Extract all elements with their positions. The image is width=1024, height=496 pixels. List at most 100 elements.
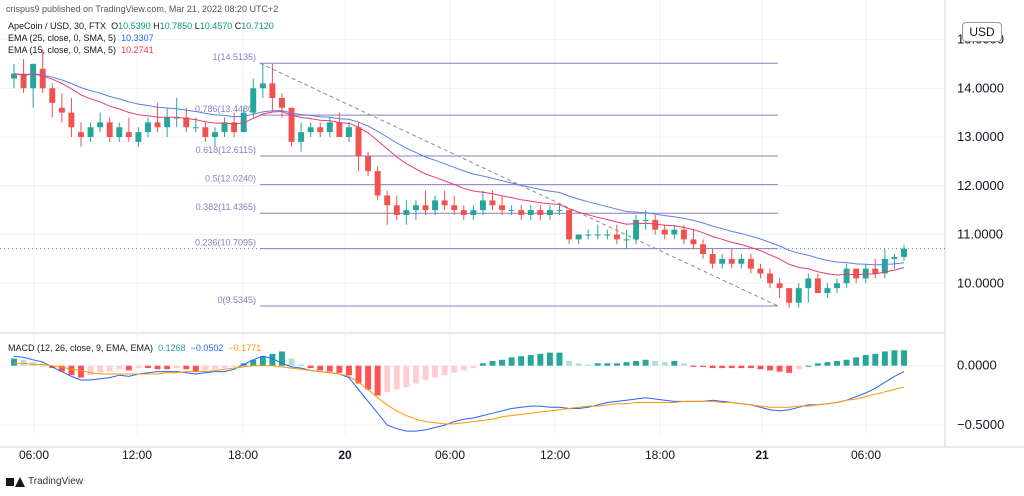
macd-histogram-bar (393, 365, 400, 390)
candle-body (259, 83, 266, 89)
macd-hist-value: 0.1268 (158, 343, 186, 353)
candle-body (135, 132, 142, 142)
macd-histogram-bar (613, 363, 620, 366)
candle-body (288, 107, 295, 142)
macd-histogram-bar (11, 358, 17, 366)
candle-body (556, 210, 563, 212)
macd-histogram-bar (719, 365, 726, 369)
macd-histogram-bar (412, 365, 419, 384)
macd-histogram-bar (20, 359, 27, 366)
macd-histogram-bar (326, 365, 333, 372)
macd-histogram-bar (432, 365, 439, 378)
footer-brand[interactable]: TradingView (6, 476, 83, 487)
candle-body (527, 210, 534, 215)
macd-histogram-bar (642, 359, 649, 366)
macd-histogram-bar (901, 350, 907, 366)
macd-histogram-bar (97, 365, 104, 373)
candle-body (116, 127, 123, 137)
ohlc-row: ApeCoin / USD, 30, FTX O10.5390 H10.7850… (8, 20, 274, 32)
macd-histogram-bar (527, 355, 534, 366)
candle-body (393, 205, 400, 215)
open-label: O (111, 21, 119, 31)
ema15-legend[interactable]: EMA (15, close, 0, SMA, 5) 10.2741 (8, 44, 274, 56)
macd-histogram-bar (623, 362, 630, 366)
symbol-name[interactable]: ApeCoin / USD, 30, FTX (8, 21, 107, 31)
candle-body (594, 234, 601, 236)
candle-body (97, 122, 104, 128)
macd-histogram-bar (202, 365, 209, 371)
candle-body (269, 83, 276, 98)
candle-body (125, 132, 132, 137)
macd-histogram-bar (824, 362, 831, 366)
macd-histogram-bar (738, 365, 745, 369)
macd-histogram-bar (690, 365, 697, 367)
macd-histogram-bar (145, 365, 151, 369)
currency-button[interactable]: USD (962, 22, 1002, 42)
candle-body (317, 127, 324, 133)
ema-lines (13, 73, 905, 276)
fib-level-label: 0(9.5345) (217, 295, 256, 305)
candle-body (814, 278, 821, 293)
y-tick-label: 13.0000 (957, 129, 1004, 144)
candle-body (489, 200, 496, 206)
candle-body (642, 219, 649, 221)
ema25-legend[interactable]: EMA (25, close, 0, SMA, 5) 10.3307 (8, 32, 274, 44)
x-tick-label: 06:00 (851, 448, 881, 462)
macd-histogram-bar (192, 365, 199, 372)
candle-body (671, 229, 678, 235)
candle-body (479, 200, 486, 211)
candle-body (403, 210, 410, 215)
y-tick-label: 12.0000 (957, 178, 1004, 193)
macd-histogram-bar (116, 365, 123, 370)
candle-body (901, 248, 907, 257)
macd-legend[interactable]: MACD (12, 26, close, 9, EMA, EMA) 0.1268… (8, 343, 261, 353)
macd-histogram-bar (508, 357, 515, 366)
macd-histogram-bar (747, 365, 754, 369)
candle-body (164, 117, 171, 128)
macd-histogram-bar (843, 359, 850, 366)
candle-body (460, 210, 467, 215)
published-note: crispus9 published on TradingView.com, M… (6, 4, 279, 14)
candle-body (633, 219, 640, 240)
candle-body (613, 234, 620, 240)
macd-histogram-bar (68, 365, 75, 376)
ema25-value: 10.3307 (121, 33, 154, 43)
candle-body (709, 254, 716, 264)
candle-body (231, 122, 238, 133)
macd-histogram-bar (537, 353, 544, 366)
candle-body (566, 210, 573, 240)
macd-pane (11, 350, 907, 432)
candle-body (499, 205, 506, 211)
candle-body (326, 122, 333, 133)
candle-body (451, 205, 458, 211)
candle-body (757, 268, 764, 274)
candle-body (719, 258, 726, 264)
candle-body (11, 73, 17, 79)
candle-body (767, 273, 773, 284)
macd-histogram-bar (786, 365, 793, 373)
macd-signal-value: −0.1771 (228, 343, 262, 353)
macd-histogram-bar (757, 365, 764, 370)
macd-histogram-bar (374, 365, 381, 396)
fib-level-label: 1(14.5135) (212, 52, 256, 62)
candle-body (145, 122, 151, 133)
candle-body (508, 210, 515, 212)
candle-body (537, 210, 544, 215)
fibonacci-retracement[interactable]: 1(14.5135) 0.786(13.4480) 0.618(12.6115) 0.… (195, 52, 779, 307)
candle-body (49, 88, 56, 103)
macd-histogram-bar (575, 363, 582, 366)
x-tick-label: 12:00 (540, 448, 570, 462)
macd-histogram-bar (479, 363, 486, 366)
macd-histogram-bar (709, 365, 716, 369)
candle-body (891, 256, 898, 259)
x-tick-label: 06:00 (435, 448, 465, 462)
macd-histogram-bar (834, 360, 840, 366)
macd-histogram-bar (365, 365, 372, 390)
candle-body (881, 258, 888, 274)
low-label: L (194, 21, 200, 31)
macd-histogram-bar (767, 365, 773, 371)
candle-body (212, 132, 218, 137)
candle-body (173, 117, 180, 119)
close-value: 10.7120 (241, 21, 274, 31)
